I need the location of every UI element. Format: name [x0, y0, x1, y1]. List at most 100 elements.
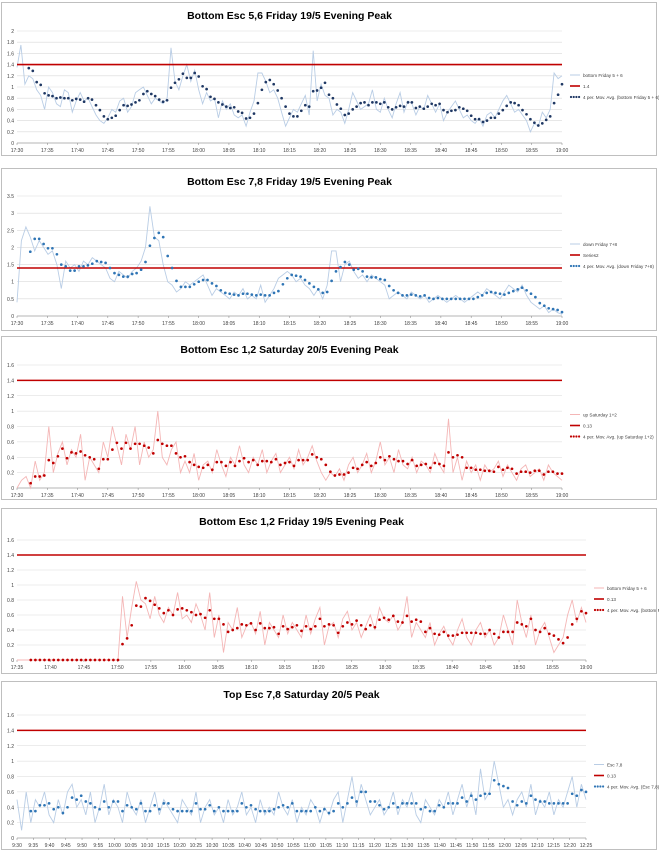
moving-average-point [118, 108, 122, 112]
moving-average-point [457, 105, 461, 109]
moving-average-point [272, 291, 276, 295]
x-tick-label: 18:10 [253, 321, 266, 327]
moving-average-point [332, 809, 335, 813]
moving-average-point [46, 246, 50, 250]
x-tick-label: 17:30 [11, 321, 24, 327]
moving-average-point [247, 460, 250, 464]
moving-average-point [397, 459, 400, 463]
moving-average-point [438, 462, 441, 466]
moving-average-point [460, 796, 464, 799]
x-tick-label: 17:35 [41, 493, 54, 499]
moving-average-point [502, 630, 505, 634]
moving-average-point [454, 108, 457, 112]
moving-average-point [47, 458, 51, 462]
moving-average-point [552, 802, 556, 805]
moving-average-point [446, 634, 450, 637]
moving-average-point [341, 805, 345, 809]
moving-average-point [561, 802, 565, 805]
moving-average-point [356, 267, 360, 271]
moving-average-point [325, 290, 329, 294]
x-tick-label: 17:30 [11, 148, 24, 154]
moving-average-point [51, 246, 54, 250]
moving-average-point [148, 809, 152, 813]
moving-average-point [469, 631, 473, 635]
moving-average-point [538, 630, 542, 634]
x-tick-label: 18:20 [314, 321, 327, 327]
moving-average-point [483, 792, 487, 796]
moving-average-point [86, 96, 90, 100]
moving-average-point [295, 809, 299, 813]
x-tick-label: 9:50 [77, 843, 87, 849]
moving-average-point [324, 463, 328, 467]
moving-average-point [423, 294, 426, 297]
moving-average-point [575, 794, 579, 798]
moving-average-point [130, 805, 134, 809]
moving-average-point [153, 94, 157, 98]
moving-average-point [529, 292, 533, 296]
moving-average-point [110, 116, 114, 120]
moving-average-point [391, 802, 395, 805]
legend-swatch-avg [572, 95, 575, 99]
x-tick-label: 12:10 [531, 843, 544, 849]
moving-average-point [489, 290, 493, 294]
moving-average-point [206, 278, 209, 282]
x-tick-label: 18:30 [374, 493, 387, 499]
x-tick-label: 18:25 [344, 148, 357, 154]
moving-average-point [497, 636, 501, 639]
moving-average-point [310, 453, 314, 456]
moving-average-point [112, 658, 115, 662]
x-tick-label: 18:10 [245, 665, 258, 671]
moving-average-point [42, 474, 46, 477]
moving-average-point [197, 75, 201, 78]
x-tick-label: 10:05 [125, 843, 138, 849]
moving-average-point [166, 254, 170, 258]
y-tick-label: 0.4 [7, 455, 14, 461]
chart-panel-3: Bottom Esc 1,2 Saturday 20/5 Evening Pea… [1, 336, 657, 500]
moving-average-point [506, 466, 509, 470]
moving-average-point [201, 466, 205, 470]
moving-average-point [238, 459, 241, 463]
x-tick-label: 18:05 [223, 493, 236, 499]
x-tick-label: 17:40 [44, 665, 57, 671]
moving-average-point [529, 117, 532, 121]
y-tick-label: 0.5 [7, 297, 14, 303]
moving-average-point [66, 658, 69, 662]
moving-average-point [61, 811, 65, 815]
moving-average-point [106, 457, 110, 461]
moving-average-point [153, 803, 157, 807]
moving-average-point [68, 269, 72, 272]
moving-average-point [548, 115, 552, 118]
moving-average-point [414, 618, 418, 622]
y-tick-label: 1.2 [7, 744, 14, 750]
moving-average-point [304, 809, 308, 813]
moving-average-point [497, 112, 501, 115]
moving-average-point [215, 284, 218, 288]
legend-label: 0.13 [583, 423, 592, 428]
moving-average-point [367, 103, 370, 107]
x-tick-label: 11:40 [434, 843, 446, 849]
x-tick-label: 17:40 [71, 148, 84, 154]
moving-average-point [121, 642, 124, 646]
moving-average-point [288, 112, 291, 115]
x-tick-label: 17:40 [71, 321, 84, 327]
moving-average-point [570, 623, 574, 626]
moving-average-point [157, 807, 161, 811]
moving-average-point [212, 809, 216, 813]
moving-average-point [201, 84, 204, 88]
moving-average-point [254, 807, 257, 811]
moving-average-point [542, 473, 546, 476]
moving-average-point [205, 87, 208, 91]
moving-average-point [483, 469, 487, 473]
moving-average-point [398, 104, 402, 108]
x-tick-label: 17:45 [102, 493, 115, 499]
moving-average-point [355, 105, 358, 108]
moving-average-point [544, 118, 548, 122]
moving-average-point [478, 468, 482, 472]
moving-average-point [84, 800, 88, 803]
x-tick-label: 17:50 [132, 148, 145, 154]
moving-average-point [283, 461, 287, 465]
legend-swatch-avg [599, 785, 602, 788]
moving-average-point [223, 291, 227, 295]
moving-average-point [260, 88, 264, 92]
